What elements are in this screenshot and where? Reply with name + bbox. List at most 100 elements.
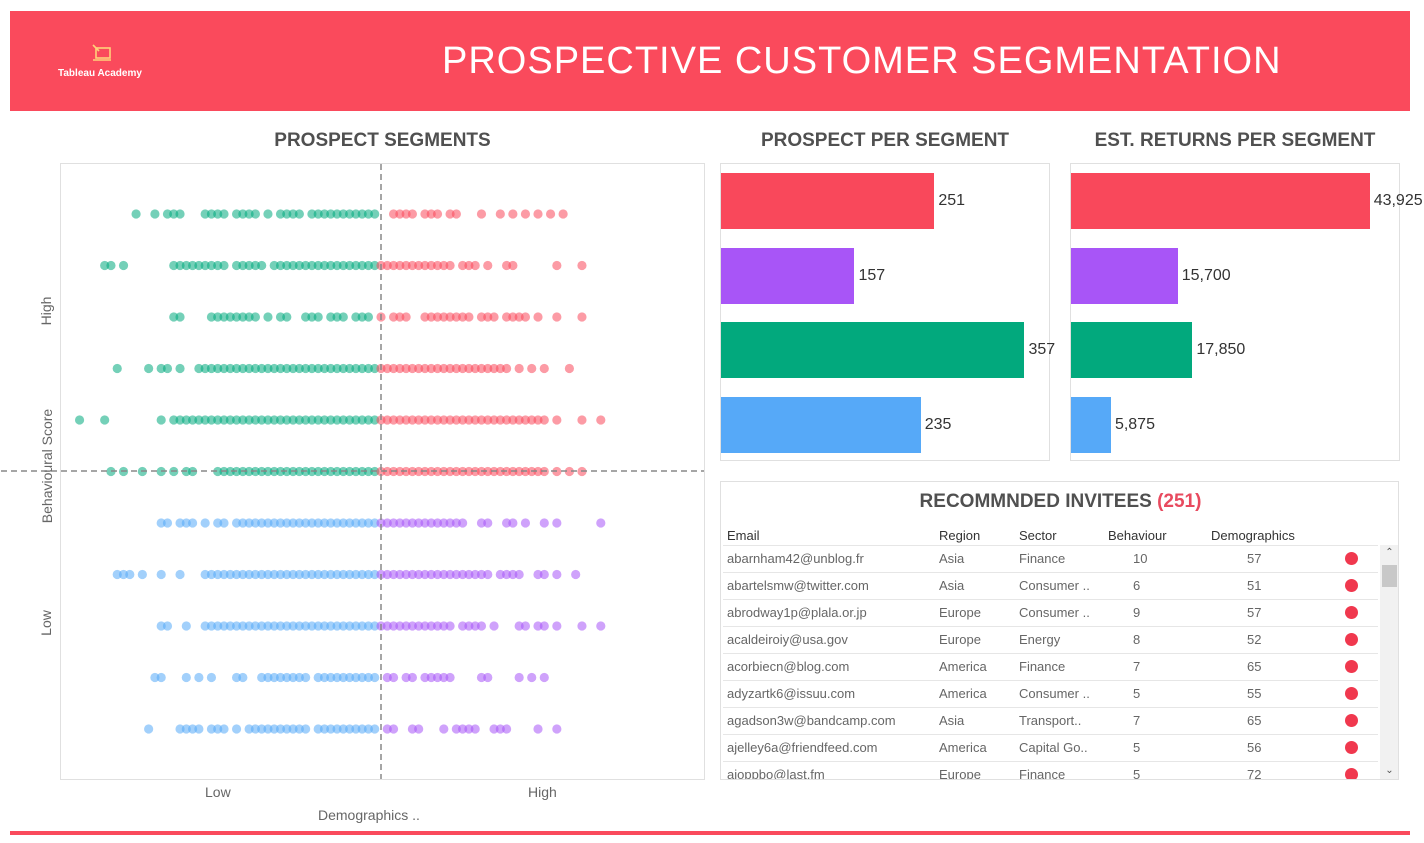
- scatter-point[interactable]: [238, 672, 248, 683]
- scatter-point[interactable]: [370, 724, 380, 734]
- scatter-point[interactable]: [388, 672, 399, 683]
- scatter-point[interactable]: [106, 466, 116, 477]
- scatter-point[interactable]: [539, 363, 549, 374]
- scatter-point[interactable]: [263, 312, 273, 322]
- scatter-point[interactable]: [502, 724, 512, 734]
- scatter-point[interactable]: [181, 672, 191, 683]
- scatter-point[interactable]: [539, 621, 549, 631]
- table-row[interactable]: ajoppbo@last.fm Europe Finance 5 72: [723, 761, 1378, 779]
- returns-bar-chart[interactable]: 43,925 15,700 17,850 5,875: [1070, 163, 1423, 461]
- table-scrollbar[interactable]: ⌃ ⌄: [1380, 545, 1398, 779]
- scatter-point[interactable]: [527, 363, 537, 374]
- scatter-point[interactable]: [552, 312, 562, 322]
- prospect-bar-chart[interactable]: 251 157 357 235: [720, 163, 1055, 461]
- scatter-point[interactable]: [552, 518, 562, 528]
- scatter-point[interactable]: [363, 312, 374, 322]
- scatter-point[interactable]: [476, 621, 487, 631]
- scroll-up-icon[interactable]: ⌃: [1385, 547, 1394, 558]
- scatter-point[interactable]: [118, 260, 129, 271]
- scatter-point[interactable]: [175, 312, 185, 322]
- table-row[interactable]: acaldeiroiy@usa.gov Europe Energy 8 52: [723, 626, 1378, 653]
- scatter-point[interactable]: [407, 672, 417, 683]
- scatter-point[interactable]: [112, 363, 122, 374]
- scatter-point[interactable]: [144, 724, 154, 734]
- table-row[interactable]: abartelsmw@twitter.com Asia Consumer .. 6 51: [723, 572, 1378, 599]
- scatter-point[interactable]: [144, 363, 154, 374]
- scatter-point[interactable]: [282, 312, 292, 322]
- scatter-point[interactable]: [257, 260, 267, 271]
- scatter-point[interactable]: [552, 569, 562, 580]
- table-row[interactable]: abarnham42@unblog.fr Asia Finance 10 57: [723, 545, 1378, 572]
- scatter-point[interactable]: [577, 415, 587, 425]
- scatter-point[interactable]: [125, 569, 135, 580]
- scatter-point[interactable]: [508, 518, 518, 528]
- bar-green[interactable]: [1071, 322, 1193, 378]
- scatter-point[interactable]: [539, 518, 549, 528]
- scatter-point[interactable]: [206, 672, 217, 683]
- scatter-point[interactable]: [539, 569, 549, 580]
- scatter-point[interactable]: [451, 209, 461, 219]
- scatter-point[interactable]: [219, 724, 229, 734]
- scatter-point[interactable]: [414, 724, 424, 734]
- scatter-point[interactable]: [137, 569, 147, 580]
- scatter-point[interactable]: [439, 724, 449, 734]
- scatter-point[interactable]: [370, 209, 380, 219]
- scatter-point[interactable]: [476, 209, 487, 219]
- scatter-point[interactable]: [131, 209, 141, 219]
- scatter-point[interactable]: [564, 466, 574, 477]
- scatter-point[interactable]: [445, 621, 455, 631]
- scatter-point[interactable]: [596, 415, 606, 425]
- scatter-point[interactable]: [508, 209, 518, 219]
- scatter-chart[interactable]: [1, 164, 704, 779]
- scatter-point[interactable]: [577, 621, 587, 631]
- bar-purple[interactable]: [1071, 247, 1178, 304]
- scatter-point[interactable]: [432, 209, 443, 219]
- col-header-email[interactable]: Email: [727, 528, 760, 543]
- scatter-point[interactable]: [263, 209, 273, 219]
- scatter-point[interactable]: [533, 312, 543, 322]
- scatter-point[interactable]: [188, 518, 198, 528]
- bar-blue[interactable]: [1071, 396, 1111, 453]
- table-row[interactable]: adyzartk6@issuu.com America Consumer .. 5 55: [723, 680, 1378, 707]
- scatter-plot-area[interactable]: [1, 163, 705, 780]
- scatter-point[interactable]: [470, 260, 480, 271]
- logo[interactable]: Tableau Academy: [10, 11, 150, 111]
- scatter-point[interactable]: [370, 672, 380, 683]
- scatter-point[interactable]: [558, 209, 568, 219]
- scatter-point[interactable]: [520, 621, 531, 631]
- scatter-point[interactable]: [162, 518, 173, 528]
- scatter-point[interactable]: [533, 724, 543, 734]
- scatter-point[interactable]: [539, 415, 549, 425]
- scatter-point[interactable]: [483, 569, 493, 580]
- scatter-point[interactable]: [489, 621, 499, 631]
- scatter-point[interactable]: [552, 260, 562, 271]
- scatter-point[interactable]: [596, 621, 606, 631]
- scatter-point[interactable]: [74, 415, 85, 425]
- scatter-point[interactable]: [489, 312, 499, 322]
- scatter-point[interactable]: [577, 312, 587, 322]
- scatter-point[interactable]: [100, 415, 110, 425]
- scatter-point[interactable]: [539, 672, 549, 683]
- scatter-point[interactable]: [445, 672, 455, 683]
- scatter-point[interactable]: [175, 209, 185, 219]
- scatter-point[interactable]: [520, 209, 531, 219]
- col-header-region[interactable]: Region: [939, 528, 981, 543]
- bar-red[interactable]: [1071, 173, 1370, 229]
- scatter-point[interactable]: [219, 260, 229, 271]
- scatter-point[interactable]: [552, 415, 562, 425]
- bar-purple[interactable]: [721, 247, 855, 304]
- scatter-point[interactable]: [388, 724, 399, 734]
- col-header-behaviour[interactable]: Behaviour: [1108, 528, 1167, 543]
- scatter-point[interactable]: [175, 363, 185, 374]
- scatter-point[interactable]: [231, 724, 242, 734]
- scatter-point[interactable]: [200, 518, 210, 528]
- scatter-point[interactable]: [162, 363, 173, 374]
- col-header-demographics[interactable]: Demographics: [1211, 528, 1295, 543]
- scatter-point[interactable]: [401, 312, 411, 322]
- scatter-point[interactable]: [156, 569, 166, 580]
- scatter-point[interactable]: [175, 569, 185, 580]
- scatter-point[interactable]: [527, 672, 537, 683]
- scatter-point[interactable]: [294, 209, 304, 219]
- scatter-point[interactable]: [194, 724, 204, 734]
- scatter-point[interactable]: [520, 518, 531, 528]
